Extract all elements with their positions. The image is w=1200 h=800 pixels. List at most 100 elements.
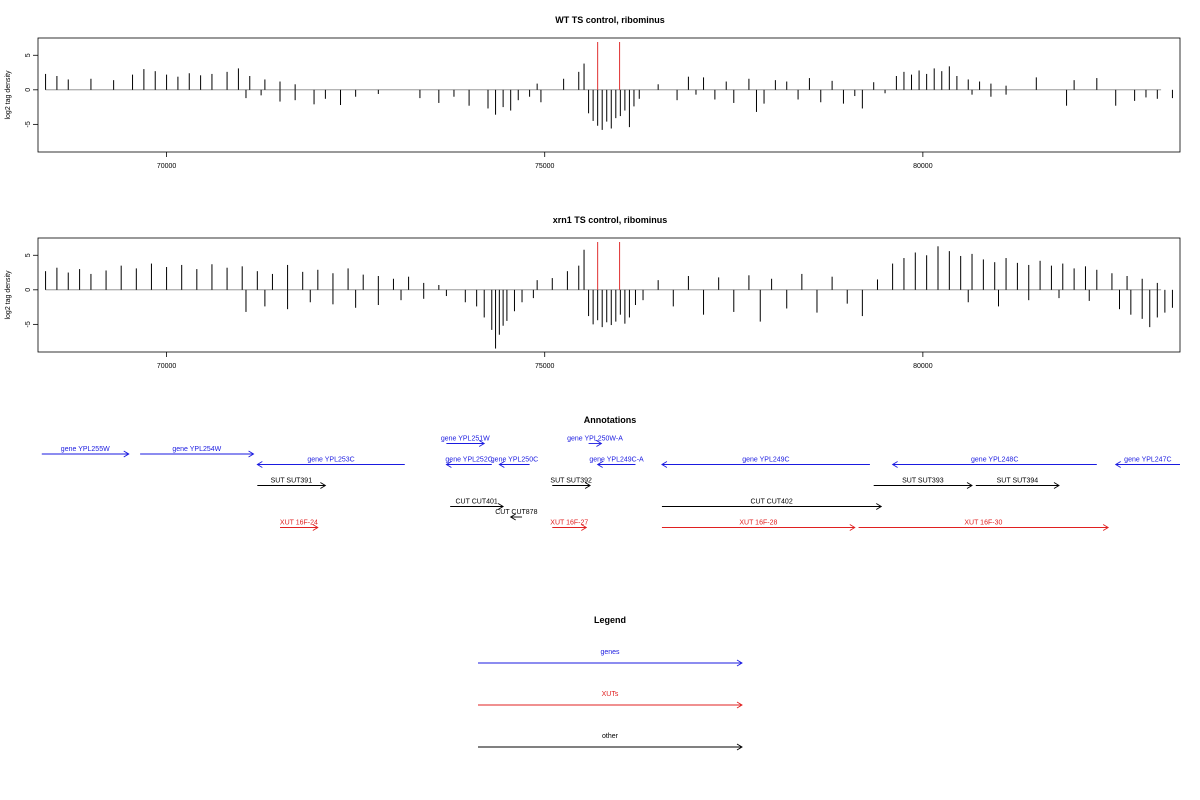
feature-label: gene YPL249C [742,457,789,464]
y-tick-label: -5 [25,321,32,327]
feature-arrow: gene YPL255W [41,446,130,458]
annotation-features: gene YPL255W gene YPL254W gene YPL253C gene… [41,436,1180,531]
wt-track-title: WT TS control, ribominus [555,15,665,25]
legend-entry: XUTs [478,691,743,709]
feature-arrow: gene YPL250C [491,457,538,468]
legend-arrowhead [736,743,743,751]
feature-label: gene YPL254W [172,446,221,453]
x-tick-label: 80000 [913,163,933,170]
feature-arrow: CUT CUT878 [495,509,538,521]
legend-arrowhead [736,701,743,709]
y-tick-label: 5 [25,53,32,57]
feature-arrowhead [123,450,130,458]
feature-label: SUT SUT391 [271,478,313,485]
feature-arrowhead [891,461,898,468]
annotation-title: Annotations [584,415,637,425]
feature-label: gene YPL252C [445,457,492,464]
feature-arrowhead [509,513,516,521]
feature-label: XUT 16F-27 [550,520,588,527]
feature-arrowhead [478,440,486,447]
feature-arrow: gene YPL251W [441,436,490,447]
feature-arrow: XUT 16F-28 [661,520,856,531]
feature-label: SUT SUT392 [550,478,592,485]
feature-label: gene YPL250C [491,457,538,464]
feature-arrowhead [445,461,452,468]
feature-arrowhead [596,461,603,468]
legend-entry: other [478,733,743,751]
xrn1-y-axis-label: log2 tag density [5,270,12,320]
feature-arrowhead [1053,482,1060,489]
y-tick-label: -5 [25,121,32,127]
feature-arrowhead [497,503,504,510]
feature-arrowhead [584,482,591,489]
feature-arrowhead [581,524,588,531]
feature-arrowhead [661,461,668,468]
y-tick-label: 0 [25,88,32,92]
legend-entries: genes XUTs other [478,649,743,751]
feature-label: gene YPL248C [971,457,1018,464]
feature-arrow: SUT SUT393 [873,478,973,489]
x-tick-label: 70000 [157,363,177,370]
feature-label: SUT SUT394 [997,478,1039,485]
legend-panel: Legend genes XUTs other [478,615,743,751]
y-tick-label: 5 [25,253,32,257]
feature-arrow: gene YPL248C [891,457,1097,468]
x-tick-label: 75000 [535,363,555,370]
xrn1-bars [45,242,1173,349]
y-tick-label: 0 [25,288,32,292]
wt-bars [45,42,1173,130]
feature-arrowhead [312,524,319,531]
feature-arrowhead [596,440,603,447]
legend-entry: genes [478,649,743,667]
feature-label: SUT SUT393 [902,478,944,485]
wt-y-axis-label: log2 tag density [5,70,12,120]
feature-label: XUT 16F-24 [280,520,318,527]
feature-arrowhead [256,461,263,468]
feature-arrow: SUT SUT391 [257,478,327,489]
feature-arrowhead [320,482,327,489]
feature-arrow: gene YPL249C-A [589,457,644,468]
feature-arrow: SUT SUT394 [975,478,1060,489]
feature-arrow: gene YPL250W-A [567,436,623,447]
wt-track-panel: WT TS control, ribominus 70000 75000 80000… [5,15,1181,170]
feature-arrowhead [876,503,883,510]
feature-arrow: gene YPL253C [256,457,405,468]
feature-arrow: gene YPL249C [661,457,870,468]
legend-label: other [602,733,619,740]
x-tick-label: 70000 [157,163,177,170]
feature-label: CUT CUT402 [750,499,792,506]
feature-arrow: CUT CUT401 [450,499,504,510]
feature-arrow: SUT SUT392 [550,478,592,489]
wt-plot-frame [37,37,1181,153]
feature-arrow: XUT 16F-30 [858,520,1110,531]
feature-arrow: CUT CUT402 [661,499,883,510]
feature-arrow: XUT 16F-24 [280,520,319,531]
feature-label: gene YPL253C [307,457,354,464]
feature-label: gene YPL250W-A [567,436,623,443]
xrn1-plot-frame [37,237,1181,353]
feature-label: CUT CUT878 [495,509,537,516]
xrn1-track-panel: xrn1 TS control, ribominus 70000 75000 800… [5,215,1181,370]
feature-arrow: XUT 16F-27 [550,520,588,531]
x-tick-label: 80000 [913,363,933,370]
feature-label: gene YPL249C-A [589,457,644,464]
feature-arrowhead [966,482,973,489]
x-tick-label: 75000 [535,163,555,170]
feature-label: XUT 16F-28 [739,520,777,527]
feature-label: CUT CUT401 [456,499,498,506]
xrn1-axes: 70000 75000 80000 -5 0 5 [25,253,933,370]
feature-arrowhead [248,450,255,458]
feature-arrowhead [849,524,856,531]
feature-arrowhead [1114,461,1121,468]
feature-label: gene YPL255W [61,446,110,453]
feature-arrowhead [1102,524,1110,531]
annotation-panel: Annotations gene YPL255W gene YPL254Wgene… [41,415,1180,531]
feature-label: XUT 16F-30 [964,520,1002,527]
legend-label: genes [600,649,620,656]
legend-arrowhead [736,659,743,667]
feature-arrow: gene YPL247C [1114,457,1180,468]
xrn1-track-title: xrn1 TS control, ribominus [553,215,668,225]
feature-label: gene YPL251W [441,436,490,443]
legend-label: XUTs [602,691,619,698]
